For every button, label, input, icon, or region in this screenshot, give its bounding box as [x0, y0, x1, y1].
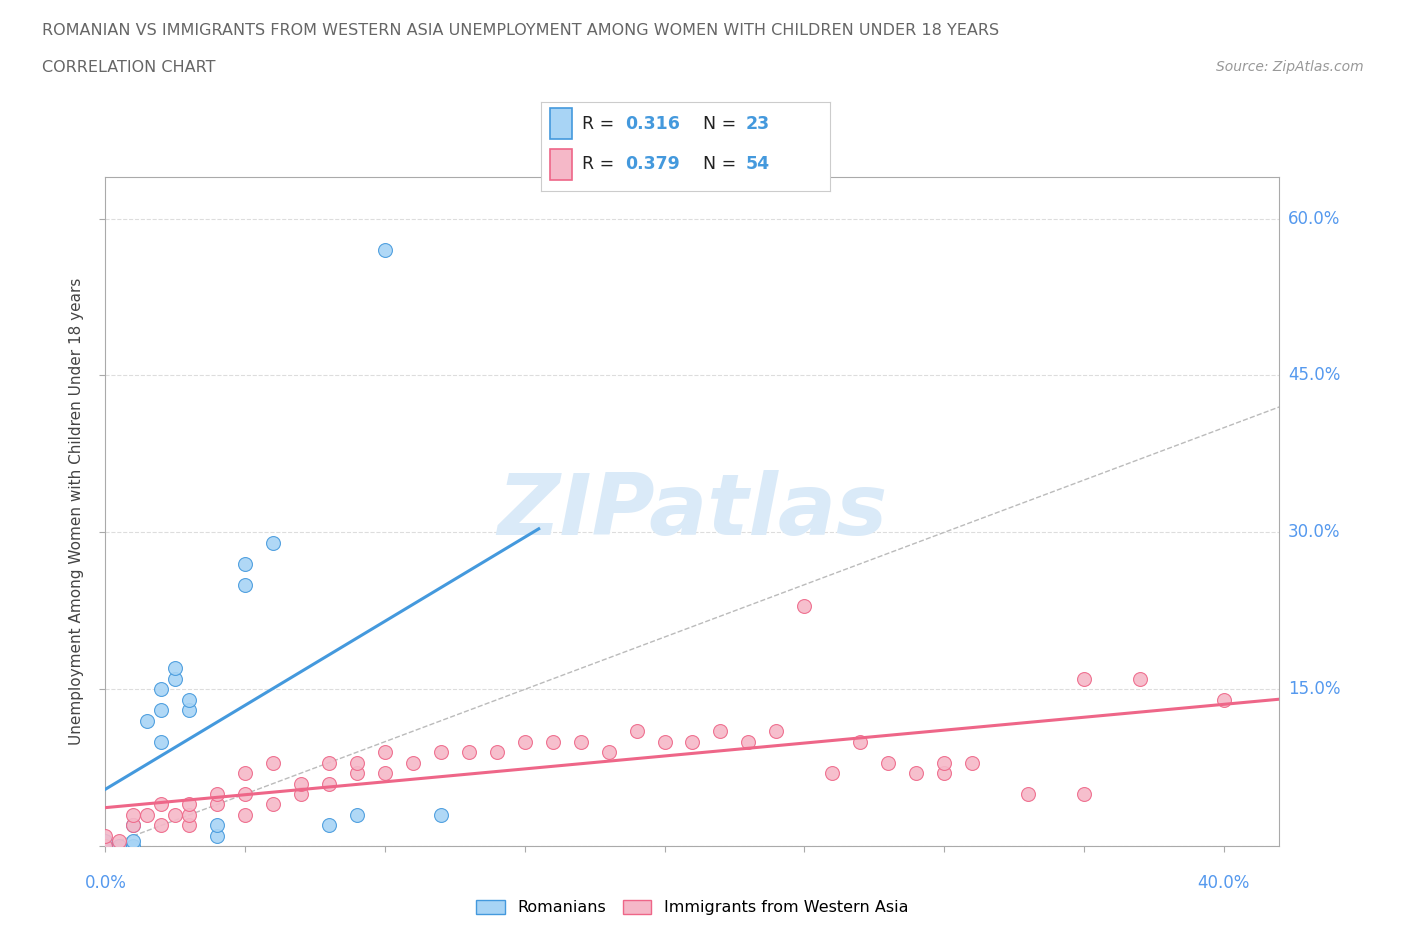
- Text: 54: 54: [747, 155, 770, 173]
- Point: [262, 797, 284, 812]
- Point: [165, 661, 187, 676]
- Point: [346, 807, 368, 822]
- Point: [374, 765, 396, 780]
- Bar: [550, 149, 572, 180]
- Point: [150, 735, 173, 750]
- Point: [179, 807, 201, 822]
- Point: [108, 833, 131, 848]
- Point: [485, 745, 508, 760]
- Point: [402, 755, 425, 770]
- Point: [318, 755, 340, 770]
- Text: ROMANIAN VS IMMIGRANTS FROM WESTERN ASIA UNEMPLOYMENT AMONG WOMEN WITH CHILDREN : ROMANIAN VS IMMIGRANTS FROM WESTERN ASIA…: [42, 23, 1000, 38]
- Point: [430, 807, 453, 822]
- Point: [233, 556, 256, 571]
- Point: [233, 787, 256, 802]
- Point: [207, 787, 229, 802]
- Text: 45.0%: 45.0%: [1288, 366, 1340, 384]
- Text: 0.379: 0.379: [624, 155, 679, 173]
- Point: [207, 818, 229, 833]
- Point: [513, 735, 536, 750]
- Point: [165, 671, 187, 686]
- Text: ZIPatlas: ZIPatlas: [498, 470, 887, 553]
- Point: [318, 818, 340, 833]
- Point: [457, 745, 479, 760]
- Point: [793, 598, 815, 613]
- Point: [346, 755, 368, 770]
- Point: [207, 829, 229, 844]
- Text: Source: ZipAtlas.com: Source: ZipAtlas.com: [1216, 60, 1364, 74]
- Point: [821, 765, 844, 780]
- Point: [960, 755, 983, 770]
- Text: CORRELATION CHART: CORRELATION CHART: [42, 60, 215, 75]
- Text: 30.0%: 30.0%: [1288, 524, 1340, 541]
- Text: 0.0%: 0.0%: [84, 874, 127, 892]
- Point: [179, 818, 201, 833]
- Text: 40.0%: 40.0%: [1198, 874, 1250, 892]
- Point: [136, 807, 159, 822]
- Point: [94, 839, 117, 854]
- Point: [765, 724, 787, 738]
- Text: R =: R =: [582, 115, 620, 133]
- Bar: [550, 109, 572, 140]
- Text: N =: N =: [703, 115, 741, 133]
- Point: [598, 745, 620, 760]
- Point: [94, 833, 117, 848]
- Point: [122, 807, 145, 822]
- Point: [709, 724, 731, 738]
- Point: [150, 818, 173, 833]
- Point: [122, 818, 145, 833]
- Point: [737, 735, 759, 750]
- Point: [877, 755, 900, 770]
- Point: [346, 765, 368, 780]
- Point: [94, 839, 117, 854]
- Point: [1129, 671, 1152, 686]
- Point: [849, 735, 872, 750]
- Point: [318, 776, 340, 790]
- Text: 15.0%: 15.0%: [1288, 681, 1340, 698]
- Point: [290, 787, 312, 802]
- Text: R =: R =: [582, 155, 620, 173]
- Point: [150, 682, 173, 697]
- Point: [290, 776, 312, 790]
- Point: [932, 755, 955, 770]
- Point: [262, 755, 284, 770]
- Point: [179, 703, 201, 718]
- Point: [179, 797, 201, 812]
- Point: [179, 692, 201, 708]
- Point: [233, 578, 256, 592]
- Point: [430, 745, 453, 760]
- Point: [165, 807, 187, 822]
- Point: [905, 765, 928, 780]
- Point: [94, 829, 117, 844]
- Point: [122, 839, 145, 854]
- Point: [654, 735, 676, 750]
- Y-axis label: Unemployment Among Women with Children Under 18 years: Unemployment Among Women with Children U…: [69, 278, 84, 745]
- Point: [626, 724, 648, 738]
- Point: [1073, 787, 1095, 802]
- Point: [541, 735, 564, 750]
- Point: [150, 703, 173, 718]
- Point: [207, 797, 229, 812]
- Point: [1017, 787, 1039, 802]
- Point: [122, 818, 145, 833]
- Point: [108, 839, 131, 854]
- Point: [1212, 692, 1234, 708]
- Text: 0.316: 0.316: [624, 115, 679, 133]
- Point: [262, 536, 284, 551]
- Point: [233, 765, 256, 780]
- Point: [150, 797, 173, 812]
- Point: [932, 765, 955, 780]
- Point: [569, 735, 592, 750]
- Text: 23: 23: [747, 115, 770, 133]
- Point: [233, 807, 256, 822]
- Text: 60.0%: 60.0%: [1288, 209, 1340, 228]
- Text: N =: N =: [703, 155, 741, 173]
- Point: [374, 745, 396, 760]
- Point: [1073, 671, 1095, 686]
- Legend: Romanians, Immigrants from Western Asia: Romanians, Immigrants from Western Asia: [477, 899, 908, 915]
- Point: [136, 713, 159, 728]
- Point: [681, 735, 703, 750]
- Point: [374, 243, 396, 258]
- Point: [122, 833, 145, 848]
